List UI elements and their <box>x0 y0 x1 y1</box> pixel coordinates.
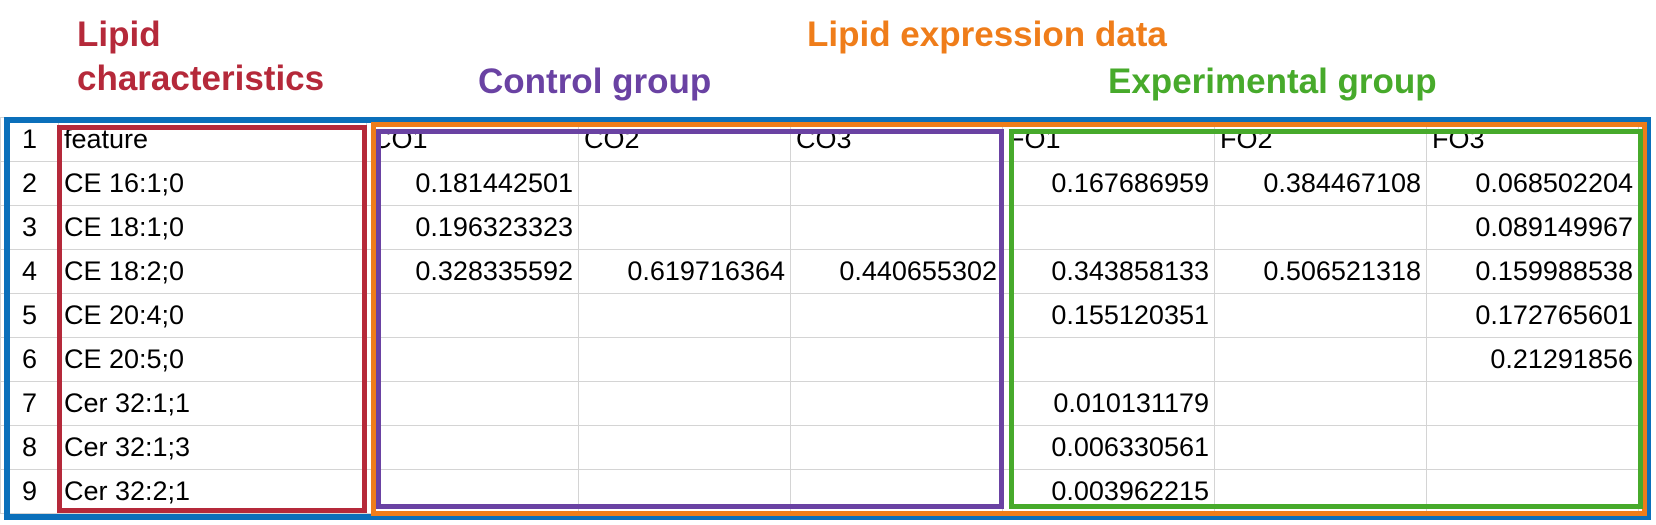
value-cell[interactable] <box>790 469 1003 514</box>
feature-cell[interactable]: Cer 32:1;1 <box>58 381 367 426</box>
value-cell[interactable] <box>366 425 579 470</box>
row-number[interactable]: 4 <box>0 249 59 294</box>
lipid-expression-data-label: Lipid expression data <box>807 15 1167 54</box>
feature-cell[interactable]: CE 18:1;0 <box>58 205 367 250</box>
table-row: 3 CE 18:1;0 0.196323323 0.089149967 <box>0 205 1639 250</box>
value-cell[interactable] <box>1214 293 1427 338</box>
lipid-characteristics-label: Lipid characteristics <box>77 15 325 98</box>
table-row: 9 Cer 32:2;1 0.003962215 <box>0 469 1639 514</box>
table-row: 5 CE 20:4;0 0.155120351 0.172765601 <box>0 293 1639 338</box>
table-row: 7 Cer 32:1;1 0.010131179 <box>0 381 1639 426</box>
value-cell[interactable]: 0.343858133 <box>1002 249 1215 294</box>
value-cell[interactable]: 0.003962215 <box>1002 469 1215 514</box>
value-cell[interactable]: 0.006330561 <box>1002 425 1215 470</box>
feature-cell[interactable]: Cer 32:1;3 <box>58 425 367 470</box>
value-cell[interactable] <box>790 425 1003 470</box>
row-number[interactable]: 7 <box>0 381 59 426</box>
value-cell[interactable] <box>578 381 791 426</box>
row-number[interactable]: 9 <box>0 469 59 514</box>
value-cell[interactable]: 0.619716364 <box>578 249 791 294</box>
value-cell[interactable] <box>578 293 791 338</box>
table-row: 8 Cer 32:1;3 0.006330561 <box>0 425 1639 470</box>
spreadsheet: 1 feature CO1 CO2 CO3 FO1 FO2 FO3 2 CE 16… <box>0 117 1656 514</box>
value-cell[interactable] <box>578 337 791 382</box>
column-header-co3[interactable]: CO3 <box>790 117 1003 162</box>
value-cell[interactable] <box>1002 337 1215 382</box>
value-cell[interactable]: 0.328335592 <box>366 249 579 294</box>
value-cell[interactable]: 0.068502204 <box>1426 161 1639 206</box>
value-cell[interactable]: 0.196323323 <box>366 205 579 250</box>
value-cell[interactable] <box>366 337 579 382</box>
value-cell[interactable] <box>1426 381 1639 426</box>
table-row: 4 CE 18:2;0 0.328335592 0.619716364 0.440655… <box>0 249 1639 294</box>
feature-cell[interactable]: CE 20:4;0 <box>58 293 367 338</box>
value-cell[interactable] <box>790 293 1003 338</box>
value-cell[interactable] <box>366 469 579 514</box>
row-number[interactable]: 2 <box>0 161 59 206</box>
row-number[interactable]: 5 <box>0 293 59 338</box>
value-cell[interactable] <box>1426 425 1639 470</box>
feature-cell[interactable]: CE 20:5;0 <box>58 337 367 382</box>
value-cell[interactable] <box>1214 337 1427 382</box>
column-header-fo2[interactable]: FO2 <box>1214 117 1427 162</box>
row-number[interactable]: 3 <box>0 205 59 250</box>
value-cell[interactable] <box>578 205 791 250</box>
value-cell[interactable]: 0.159988538 <box>1426 249 1639 294</box>
control-group-label: Control group <box>478 62 712 101</box>
value-cell[interactable] <box>1214 425 1427 470</box>
value-cell[interactable]: 0.167686959 <box>1002 161 1215 206</box>
value-cell[interactable] <box>790 161 1003 206</box>
value-cell[interactable] <box>790 205 1003 250</box>
value-cell[interactable] <box>1214 205 1427 250</box>
data-table: 1 feature CO1 CO2 CO3 FO1 FO2 FO3 2 CE 16… <box>0 117 1639 514</box>
value-cell[interactable] <box>578 161 791 206</box>
value-cell[interactable]: 0.010131179 <box>1002 381 1215 426</box>
value-cell[interactable] <box>790 337 1003 382</box>
value-cell[interactable] <box>1214 381 1427 426</box>
value-cell[interactable]: 0.181442501 <box>366 161 579 206</box>
table-row: 6 CE 20:5;0 0.21291856 <box>0 337 1639 382</box>
value-cell[interactable]: 0.384467108 <box>1214 161 1427 206</box>
column-header-feature[interactable]: feature <box>58 117 367 162</box>
value-cell[interactable] <box>1214 469 1427 514</box>
value-cell[interactable] <box>366 381 579 426</box>
value-cell[interactable]: 0.440655302 <box>790 249 1003 294</box>
feature-cell[interactable]: CE 16:1;0 <box>58 161 367 206</box>
value-cell[interactable] <box>578 425 791 470</box>
experimental-group-label: Experimental group <box>1108 62 1437 101</box>
column-header-fo3[interactable]: FO3 <box>1426 117 1639 162</box>
header-row: 1 feature CO1 CO2 CO3 FO1 FO2 FO3 <box>0 117 1639 162</box>
value-cell[interactable] <box>366 293 579 338</box>
feature-cell[interactable]: CE 18:2;0 <box>58 249 367 294</box>
value-cell[interactable]: 0.155120351 <box>1002 293 1215 338</box>
value-cell[interactable] <box>1426 469 1639 514</box>
row-number[interactable]: 1 <box>0 117 59 162</box>
value-cell[interactable]: 0.089149967 <box>1426 205 1639 250</box>
row-number[interactable]: 6 <box>0 337 59 382</box>
value-cell[interactable] <box>578 469 791 514</box>
column-header-fo1[interactable]: FO1 <box>1002 117 1215 162</box>
value-cell[interactable]: 0.172765601 <box>1426 293 1639 338</box>
column-header-co1[interactable]: CO1 <box>366 117 579 162</box>
feature-cell[interactable]: Cer 32:2;1 <box>58 469 367 514</box>
table-row: 2 CE 16:1;0 0.181442501 0.167686959 0.384467… <box>0 161 1639 206</box>
value-cell[interactable] <box>790 381 1003 426</box>
value-cell[interactable]: 0.506521318 <box>1214 249 1427 294</box>
value-cell[interactable] <box>1002 205 1215 250</box>
column-header-co2[interactable]: CO2 <box>578 117 791 162</box>
value-cell[interactable]: 0.21291856 <box>1426 337 1639 382</box>
row-number[interactable]: 8 <box>0 425 59 470</box>
